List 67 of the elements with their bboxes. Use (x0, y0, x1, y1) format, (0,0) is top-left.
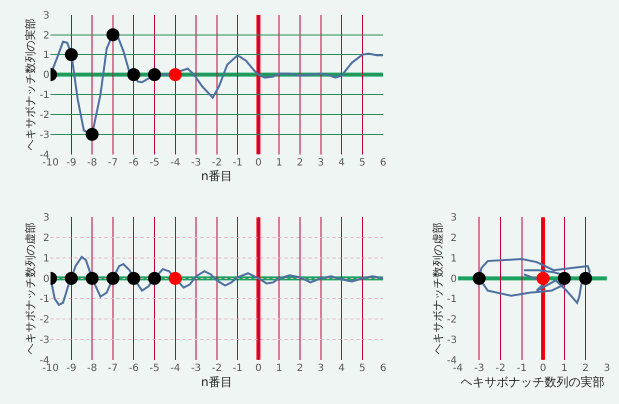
x-tick-label: 5 (359, 362, 366, 374)
x-tick-label: 3 (318, 157, 324, 168)
x-tick-label: 0 (255, 362, 262, 374)
x-tick-label: -4 (170, 157, 180, 168)
y-tick-label: 3 (43, 10, 50, 22)
x-tick-label: -8 (87, 157, 98, 168)
y-tick-label: 2 (450, 233, 457, 244)
x-tick-label: 2 (296, 362, 304, 374)
x-axis-title: ヘキサボナッチ数列の実部 (460, 374, 604, 389)
x-tick-label: -3 (474, 362, 484, 374)
x-tick-label: 1 (276, 362, 282, 374)
y-tick-label: -1 (40, 294, 50, 306)
x-tick-label: 6 (380, 157, 386, 168)
x-tick-label: -6 (128, 157, 139, 168)
y-tick-label: -3 (40, 335, 50, 346)
x-tick-label: -1 (232, 157, 243, 168)
x-tick-label: -3 (191, 362, 202, 374)
x-tick-label: -3 (191, 157, 202, 168)
x-axis-title: n番目 (201, 374, 233, 389)
x-tick-label: 1 (561, 362, 568, 374)
y-tick-label: 2 (43, 30, 50, 42)
x-tick-label: 3 (604, 362, 610, 374)
x-tick-label: -7 (108, 362, 118, 374)
x-tick-label: 0 (540, 362, 546, 374)
x-tick-label: -9 (66, 157, 76, 168)
x-tick-label: -2 (212, 157, 222, 168)
y-tick-label: 0 (450, 274, 457, 285)
y-tick-label: 2 (43, 233, 50, 244)
x-tick-label: 4 (338, 157, 345, 168)
y-tick-label: 3 (43, 212, 50, 224)
x-tick-label: 0 (255, 157, 262, 168)
y-tick-label: 1 (43, 50, 50, 62)
x-tick-label: -4 (170, 362, 180, 374)
y-tick-label: 1 (450, 253, 457, 264)
x-tick-label: -7 (108, 157, 118, 168)
y-tick-label: -3 (40, 130, 50, 141)
x-tick-label: -9 (66, 362, 76, 374)
y-tick-label: -4 (446, 355, 457, 366)
y-tick-label: -1 (446, 294, 457, 306)
x-tick-label: 5 (359, 157, 366, 168)
x-tick-label: -5 (150, 157, 160, 168)
x-tick-label: 6 (380, 362, 386, 374)
x-tick-label: -2 (212, 362, 222, 374)
y-axis-title: ヘキサボナッチ数列の虚部 (432, 222, 445, 355)
y-tick-label: 0 (43, 70, 50, 82)
x-axis-title: n番目 (201, 169, 233, 184)
x-tick-label: -6 (128, 362, 139, 374)
y-tick-label: -2 (40, 314, 50, 326)
y-tick-label: -3 (446, 335, 457, 346)
x-tick-label: 4 (338, 362, 345, 374)
x-tick-label: -1 (516, 362, 527, 374)
y-tick-label: -2 (446, 314, 457, 326)
x-tick-label: -1 (232, 362, 243, 374)
x-tick-label: -2 (495, 362, 506, 374)
y-axis-title: ヘキサボナッチ数列の虚部 (24, 222, 38, 355)
y-tick-label: 3 (450, 212, 457, 224)
x-tick-label: 2 (582, 362, 589, 374)
x-tick-label: 2 (296, 157, 304, 168)
x-tick-label: -5 (150, 362, 160, 374)
y-axis-title: ヘキサボナッチ数列の実部 (24, 18, 38, 151)
y-tick-label: -1 (40, 90, 50, 102)
y-tick-label: 1 (43, 253, 50, 264)
x-tick-label: -8 (87, 362, 98, 374)
x-tick-label: 3 (318, 362, 324, 374)
x-tick-label: 1 (276, 157, 282, 168)
y-tick-label: -2 (40, 110, 50, 121)
y-tick-label: 0 (43, 274, 50, 285)
